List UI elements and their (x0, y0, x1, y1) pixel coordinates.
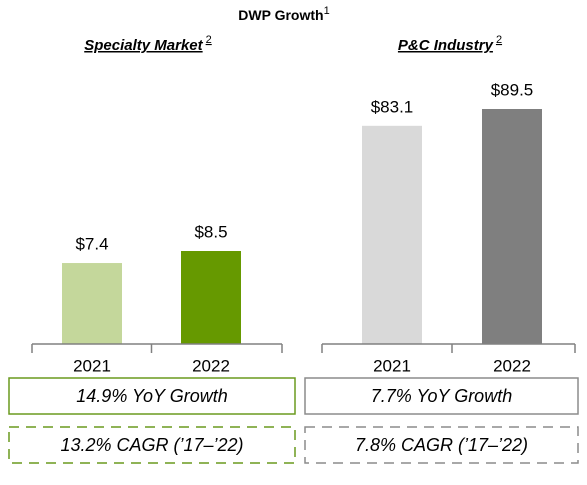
chart-subtitle: Specialty Market 2 (84, 34, 212, 54)
yoy-text: 14.9% YoY Growth (76, 386, 227, 406)
bar (362, 125, 422, 344)
yoy-box (304, 377, 579, 415)
page-title: DWP Growth1 (238, 5, 329, 23)
cagr-box (304, 426, 579, 464)
title-note: 1 (324, 5, 330, 17)
title-text: DWP Growth (238, 7, 323, 23)
chart-subtitle: P&C Industry 2 (398, 34, 502, 54)
cagr-box (8, 426, 296, 464)
cagr-text: 7.8% CAGR (’17–’22) (355, 435, 528, 455)
data-label: $89.5 (491, 80, 534, 99)
cagr-text: 13.2% CAGR (’17–’22) (60, 435, 243, 455)
data-label: $7.4 (75, 235, 108, 254)
yoy-box (8, 377, 296, 415)
bar (482, 109, 542, 344)
x-tick-label: 2022 (493, 356, 531, 375)
subtitle-text: Specialty Market (84, 37, 203, 54)
yoy-text: 7.7% YoY Growth (371, 386, 512, 406)
subtitle-text: P&C Industry (398, 37, 494, 54)
bar (181, 251, 241, 344)
x-tick-label: 2021 (373, 356, 411, 375)
bar (62, 263, 122, 344)
x-tick-label: 2021 (73, 356, 111, 375)
data-label: $8.5 (194, 222, 227, 241)
x-tick-label: 2022 (192, 356, 230, 375)
subtitle-note: 2 (206, 34, 212, 46)
data-label: $83.1 (371, 97, 414, 116)
subtitle-note: 2 (496, 34, 502, 46)
